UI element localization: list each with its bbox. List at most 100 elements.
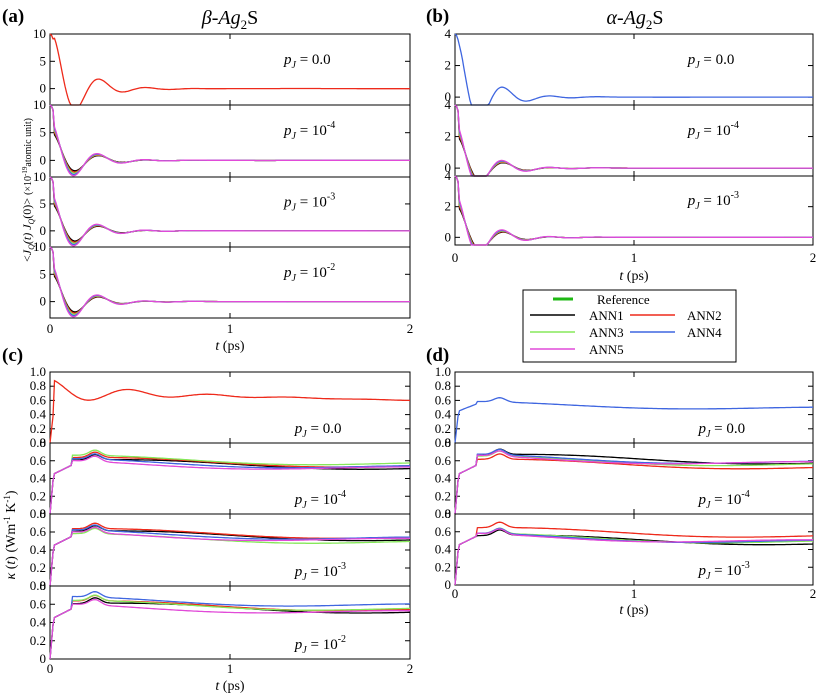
- y-tick-label: 0: [40, 81, 47, 96]
- y-tick-label: 0: [445, 506, 452, 521]
- y-tick-label: 0.6: [30, 392, 47, 407]
- series-line-ann2: [49, 104, 410, 173]
- y-tick-label: 0.2: [30, 488, 46, 503]
- label-c: (c): [2, 345, 23, 366]
- chart-d: 00.20.40.60.81.0pJ = 0.000.20.40.60.8pJ …: [435, 364, 817, 618]
- x-tick-label: 0: [452, 586, 459, 601]
- legend-ann3: ANN3: [589, 325, 624, 340]
- y-tick-label: 10: [33, 239, 46, 254]
- x-tick-label: 2: [407, 321, 414, 336]
- ylabel-jq: <JQ(t) JQ(0)> (×10-19atomic unit): [20, 118, 36, 262]
- y-tick-label: 0.6: [30, 596, 47, 611]
- legend-ann4: ANN4: [687, 325, 722, 340]
- series-line-ann5: [49, 455, 410, 515]
- pj-label: pJ = 0.0: [294, 421, 342, 440]
- series-line-ann5: [49, 104, 410, 177]
- legend-box: [522, 289, 737, 363]
- y-tick-label: 0: [40, 506, 47, 521]
- x-tick-label: 0: [47, 321, 54, 336]
- pj-label: pJ = 0.0: [687, 52, 735, 71]
- subplot-d-2: 0 0.2 0.4 0.6 0.8 pJ = 10-3: [435, 506, 814, 592]
- series-line-ann3: [454, 104, 813, 177]
- subplot-c-1: 0 0.2 0.4 0.6 0.8 pJ = 10-4: [30, 435, 411, 521]
- y-tick-label: 0: [445, 577, 452, 592]
- legend-ann2: ANN2: [687, 308, 722, 323]
- y-tick-label: 5: [40, 125, 47, 140]
- y-tick-label: 4: [445, 26, 452, 41]
- pj-label: pJ = 0.0: [283, 52, 331, 71]
- subplot-frame: [49, 371, 411, 444]
- x-tick-label: 0: [452, 250, 459, 265]
- y-tick-label: 0.8: [30, 435, 46, 450]
- pj-label: pJ = 10-4: [283, 120, 335, 142]
- series-line-ann1: [454, 448, 813, 515]
- subplot-c-2: 0 0.2 0.4 0.6 0.8 pJ = 10-3: [30, 506, 411, 593]
- pj-label: pJ = 10-4: [687, 120, 739, 142]
- y-tick-label: 1.0: [30, 364, 46, 379]
- series-line-ann3: [49, 594, 410, 660]
- y-tick-label: 0.2: [435, 559, 451, 574]
- y-tick-label: 0.2: [30, 633, 46, 648]
- title-alpha: α-Ag2S: [607, 7, 664, 32]
- series-line-ann2: [49, 451, 410, 515]
- y-tick-label: 0.8: [435, 506, 451, 521]
- pj-label: pJ = 0.0: [697, 421, 745, 440]
- series-line-ann3: [49, 104, 410, 174]
- subplot-a-2: 0 5 10 pJ = 10-3: [33, 169, 411, 248]
- y-tick-label: 0: [40, 223, 47, 238]
- y-tick-label: 0: [40, 152, 47, 167]
- series-line-ann5: [454, 528, 813, 586]
- pj-label: pJ = 10-2: [283, 262, 335, 284]
- series-line-ann1: [454, 104, 813, 177]
- series-line-ann3: [49, 527, 410, 587]
- x-tick-label: 2: [810, 250, 817, 265]
- y-tick-label: 0: [40, 435, 47, 450]
- y-tick-label: 5: [40, 266, 47, 281]
- y-tick-label: 0.4: [435, 542, 452, 557]
- series-line-ann2: [454, 521, 813, 586]
- subplot-a-1: 0 5 10 pJ = 10-4: [33, 97, 411, 178]
- series-line-ann2: [49, 176, 410, 243]
- y-tick-label: 0.2: [30, 421, 46, 436]
- pj-label: pJ = 10-4: [294, 489, 346, 511]
- series-line-ann3: [454, 450, 813, 515]
- pj-label: pJ = 10-4: [697, 489, 749, 511]
- series-line-ann5: [454, 104, 813, 177]
- y-tick-label: 0.4: [30, 471, 47, 486]
- legend-reference: Reference: [597, 292, 650, 307]
- x-tick-label: 2: [810, 586, 817, 601]
- x-tick-label: 1: [227, 321, 234, 336]
- y-tick-label: 0: [445, 229, 452, 244]
- y-tick-label: 0.4: [30, 542, 47, 557]
- series-line-ann1: [454, 175, 813, 246]
- pj-label: pJ = 10-3: [283, 191, 335, 213]
- series-line-ann2: [454, 104, 813, 177]
- legend-ann1: ANN1: [589, 308, 624, 323]
- subplot-frame: [454, 175, 814, 246]
- y-tick-label: 10: [33, 26, 46, 41]
- y-tick-label: 0.8: [435, 435, 451, 450]
- y-tick-label: 1.0: [435, 364, 451, 379]
- label-b: (b): [426, 6, 449, 27]
- x-tick-label: 0: [47, 661, 54, 676]
- series-line-ann4: [49, 591, 410, 660]
- series-line-ann2: [454, 175, 813, 246]
- y-tick-label: 0.4: [435, 471, 452, 486]
- pj-label: pJ = 10-3: [687, 190, 739, 212]
- series-line-ann5: [49, 176, 410, 247]
- y-tick-label: 0.2: [435, 488, 451, 503]
- series-line-ann5: [49, 246, 410, 318]
- legend-ann5: ANN5: [589, 342, 624, 357]
- subplot-frame: [49, 104, 411, 178]
- series-line-ann4: [454, 175, 813, 246]
- subplot-frame: [49, 33, 411, 106]
- label-d: (d): [426, 345, 449, 366]
- y-tick-label: 0: [40, 651, 47, 666]
- series-line-ann4: [49, 176, 410, 246]
- y-tick-label: 2: [445, 129, 452, 144]
- series-line-ann4: [454, 397, 813, 444]
- y-tick-label: 0: [445, 435, 452, 450]
